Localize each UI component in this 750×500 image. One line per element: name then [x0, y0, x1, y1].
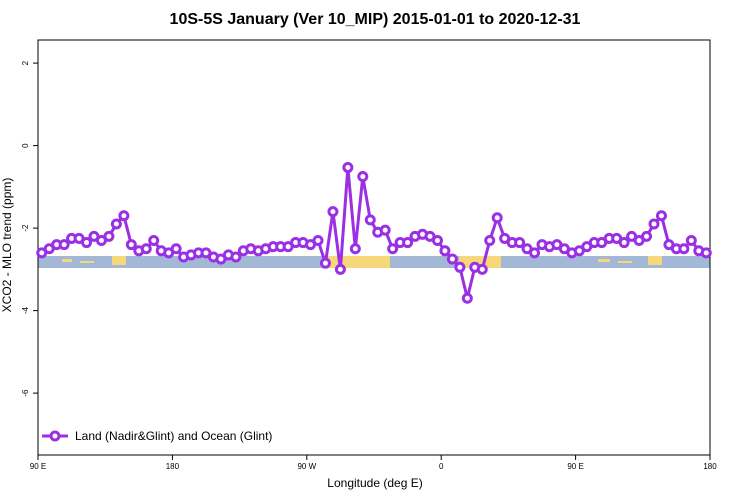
data-point — [342, 161, 354, 173]
data-point — [170, 243, 182, 255]
data-point — [349, 243, 361, 255]
data-point — [476, 263, 488, 275]
y-tick-label: 2 — [21, 60, 30, 65]
data-point — [312, 234, 324, 246]
data-point — [648, 218, 660, 230]
data-point — [148, 234, 160, 246]
data-point — [230, 251, 242, 263]
x-axis-label: Longitude (deg E) — [327, 476, 422, 490]
y-tick-label: 0 — [21, 143, 30, 148]
data-point — [327, 206, 339, 218]
data-point — [461, 292, 473, 304]
plot-frame — [37, 39, 711, 456]
data-point — [357, 171, 369, 183]
data-point — [58, 239, 70, 251]
data-point — [641, 230, 653, 242]
data-point — [110, 218, 122, 230]
data-point — [402, 237, 414, 249]
data-point — [140, 243, 152, 255]
x-tick-label: 0 — [439, 462, 444, 471]
x-tick-label: 180 — [703, 462, 717, 471]
data-point — [103, 230, 115, 242]
data-point — [334, 263, 346, 275]
legend: Land (Nadir&Glint) and Ocean (Glint) — [42, 429, 272, 443]
data-point — [379, 224, 391, 236]
x-tick-label: 180 — [166, 462, 180, 471]
map-strip — [38, 256, 710, 268]
data-point — [81, 237, 93, 249]
legend-marker — [49, 430, 61, 442]
data-point — [484, 234, 496, 246]
y-tick-label: -4 — [21, 307, 30, 315]
chart-title: 10S-5S January (Ver 10_MIP) 2015-01-01 t… — [170, 11, 581, 28]
data-point — [387, 243, 399, 255]
y-tick-label: -6 — [21, 389, 30, 397]
data-point — [618, 237, 630, 249]
data-point — [454, 261, 466, 273]
x-tick-label: 90 W — [297, 462, 316, 471]
legend-label: Land (Nadir&Glint) and Ocean (Glint) — [75, 429, 272, 443]
data-point — [678, 243, 690, 255]
data-point — [685, 234, 697, 246]
y-axis-label: XCO2 - MLO trend (ppm) — [0, 178, 14, 313]
data-point — [529, 247, 541, 259]
x-tick-label: 90 E — [567, 462, 583, 471]
y-tick-label: -2 — [21, 224, 30, 232]
data-point — [700, 247, 712, 259]
data-point — [118, 210, 130, 222]
data-point — [431, 234, 443, 246]
x-tick-label: 90 E — [30, 462, 46, 471]
data-point — [319, 257, 331, 269]
data-point — [439, 245, 451, 257]
data-point — [514, 237, 526, 249]
data-point — [446, 253, 458, 265]
data-point — [655, 210, 667, 222]
data-point — [125, 239, 137, 251]
data-point — [491, 212, 503, 224]
data-point — [364, 214, 376, 226]
